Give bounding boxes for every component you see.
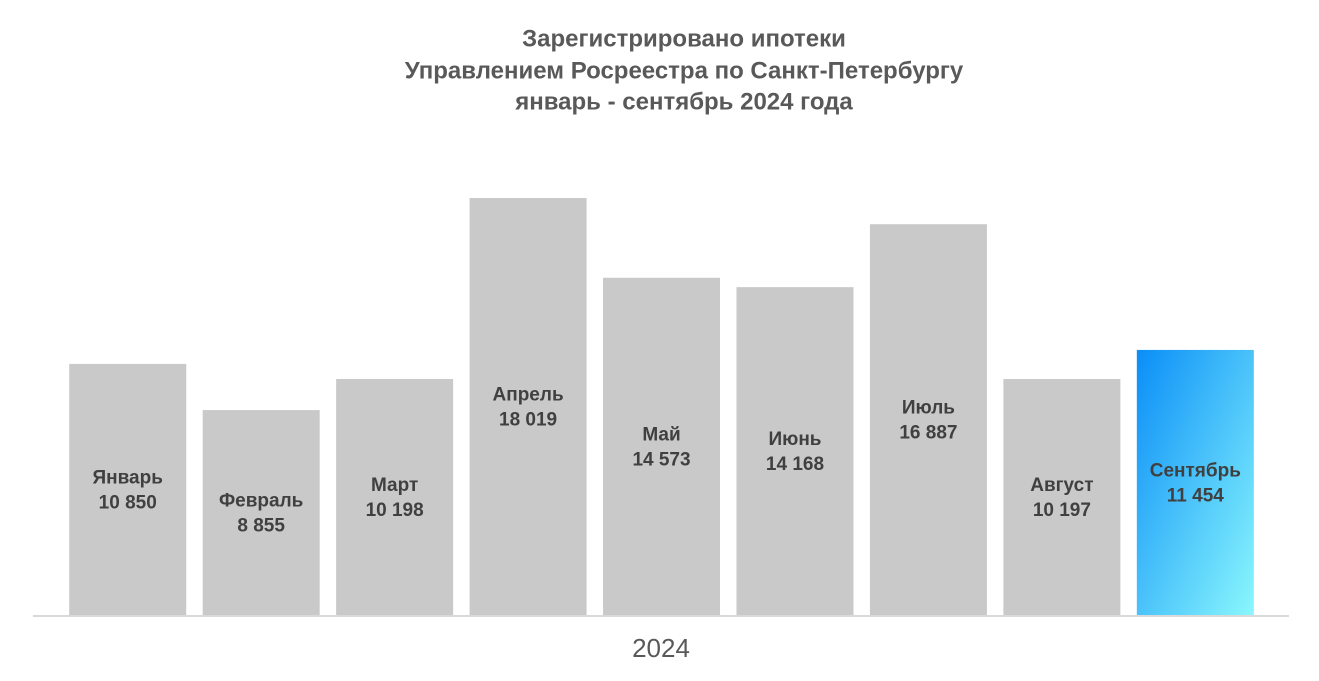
- chart-title: январь - сентябрь 2024 года: [514, 88, 853, 115]
- x-axis-label: 2024: [632, 633, 690, 663]
- bar: [736, 287, 854, 615]
- bar: [1136, 349, 1254, 615]
- bar-value-label: 14 168: [766, 454, 824, 475]
- bar-value-label: 8 855: [237, 516, 285, 537]
- bar-value-label: 18 019: [499, 410, 557, 431]
- bar-category-label: Январь: [93, 467, 163, 488]
- bar-value-label: 16 887: [899, 423, 957, 444]
- bar-category-label: Апрель: [493, 385, 564, 406]
- bar-category-label: Март: [371, 475, 418, 496]
- bar: [469, 198, 587, 615]
- bar-category-label: Февраль: [219, 491, 303, 512]
- chart-title: Зарегистрировано ипотеки: [522, 25, 846, 52]
- bar-value-label: 11 454: [1167, 485, 1224, 506]
- bar-value-label: 10 197: [1033, 500, 1091, 521]
- bar: [1003, 379, 1121, 615]
- bar: [869, 224, 987, 615]
- bar-category-label: Август: [1030, 475, 1093, 496]
- bar-value-label: 10 850: [99, 492, 157, 513]
- bar-category-label: Июнь: [768, 429, 821, 450]
- bar: [336, 378, 454, 615]
- bar-category-label: Июль: [902, 398, 955, 419]
- bar-category-label: Сентябрь: [1150, 460, 1241, 481]
- bar: [69, 363, 187, 615]
- chart-title: Управлением Росреестра по Санкт-Петербур…: [405, 57, 964, 84]
- bar: [202, 410, 320, 615]
- bar-value-label: 14 573: [632, 449, 690, 470]
- bar: [603, 277, 721, 615]
- bar-category-label: Май: [642, 424, 680, 445]
- bar-value-label: 10 198: [366, 500, 424, 521]
